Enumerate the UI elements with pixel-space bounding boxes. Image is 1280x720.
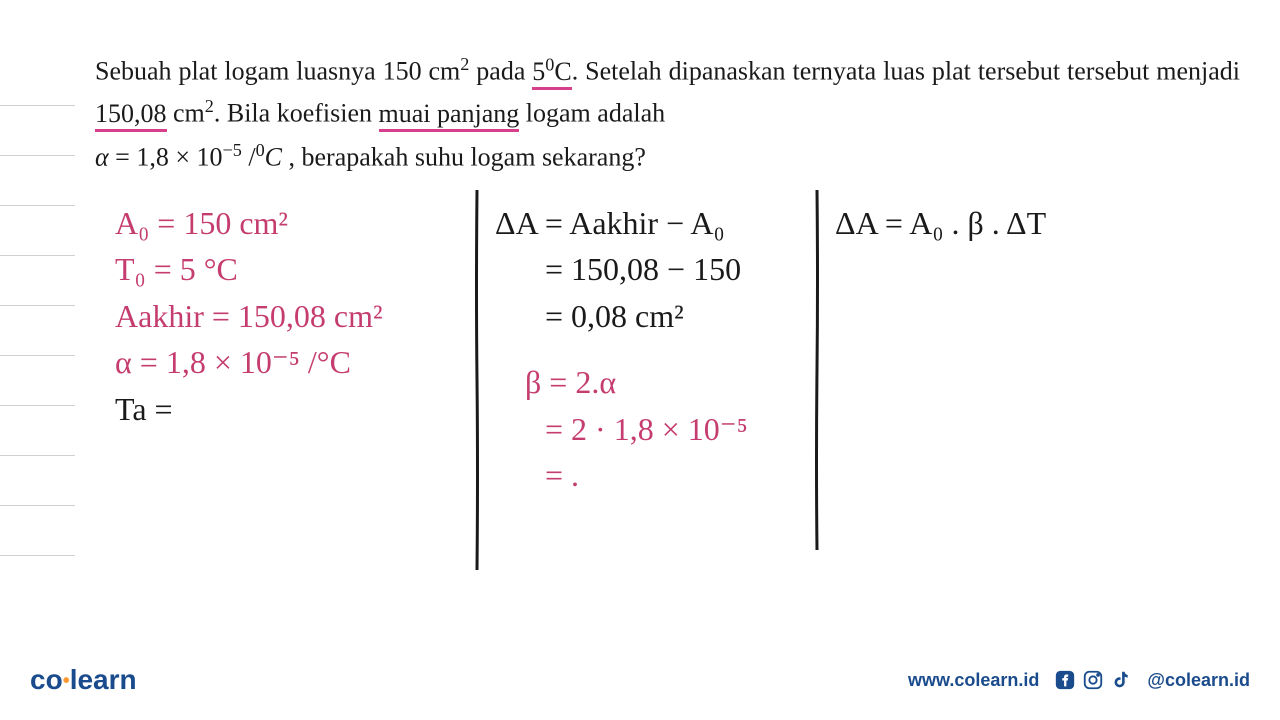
alpha-symbol: α <box>95 143 109 172</box>
divider-line-1 <box>475 190 479 570</box>
text-segment: , berapakah suhu logam sekarang? <box>282 143 646 172</box>
given-alpha: α = 1,8 × 10⁻⁵ /°C <box>115 339 455 385</box>
calculation-column: ΔA = Aakhir − A₀ = 150,08 − 150 = 0,08 c… <box>495 200 815 498</box>
expansion-formula: ΔA = A₀ . β . ΔT <box>835 200 1155 246</box>
text-segment: cm <box>167 99 205 128</box>
text-segment: logam adalah <box>519 99 665 128</box>
tiktok-icon <box>1110 669 1132 691</box>
divider-line-2 <box>815 190 819 550</box>
exponent: −5 <box>222 140 241 160</box>
find-Ta: Ta = <box>115 386 455 432</box>
text-segment: / <box>242 143 256 172</box>
text-segment: C <box>265 143 282 172</box>
given-Aakhir: Aakhir = 150,08 cm² <box>115 293 455 339</box>
calc-deltaA-result: = 0,08 cm² <box>495 293 815 339</box>
problem-formula: α = 1,8 × 10−5 /0C , berapakah suhu loga… <box>95 140 1240 173</box>
colearn-logo: co•learn <box>30 664 137 696</box>
given-values-column: A₀ = 150 cm² T₀ = 5 °C Aakhir = 150,08 c… <box>115 200 455 432</box>
calc-beta-sub: = 2 · 1,8 × 10⁻⁵ <box>495 406 815 452</box>
facebook-icon <box>1054 669 1076 691</box>
logo-dot: • <box>63 670 70 692</box>
text-segment: pada <box>469 57 532 86</box>
social-icons <box>1054 669 1132 691</box>
instagram-icon <box>1082 669 1104 691</box>
underlined-muai: muai panjang <box>379 99 520 132</box>
text-segment: . Bila koefisien <box>214 99 379 128</box>
logo-learn: learn <box>70 664 137 695</box>
website-url: www.colearn.id <box>908 670 1039 691</box>
problem-content: Sebuah plat logam luasnya 150 cm2 pada 5… <box>95 50 1240 173</box>
given-A0: A₀ = 150 cm² <box>115 200 455 246</box>
formula-column: ΔA = A₀ . β . ΔT <box>835 200 1155 246</box>
underlined-temp: 50C <box>532 57 571 90</box>
calc-deltaA-sub: = 150,08 − 150 <box>495 246 815 292</box>
underlined-area: 150,08 <box>95 99 167 132</box>
footer-bar: co•learn www.colearn.id @colearn.id <box>0 660 1280 700</box>
text-segment: 5 <box>532 57 545 86</box>
text-segment: tersebut tersebut menjadi <box>978 57 1240 86</box>
given-T0: T₀ = 5 °C <box>115 246 455 292</box>
social-handle: @colearn.id <box>1147 670 1250 691</box>
footer-right: www.colearn.id @colearn.id <box>908 669 1250 691</box>
superscript: 2 <box>205 96 214 116</box>
text-segment: C <box>554 57 571 86</box>
calc-deltaA-formula: ΔA = Aakhir − A₀ <box>495 200 815 246</box>
superscript: 2 <box>460 54 469 74</box>
handwritten-work-area: A₀ = 150 cm² T₀ = 5 °C Aakhir = 150,08 c… <box>95 200 1240 600</box>
text-segment: Sebuah plat logam luasnya 150 cm <box>95 57 460 86</box>
degree: 0 <box>256 140 265 160</box>
text-segment: . Setelah dipanaskan ternyata luas plat <box>572 57 971 86</box>
problem-line1: Sebuah plat logam luasnya 150 cm2 pada 5… <box>95 50 1240 134</box>
calc-beta-formula: β = 2.α <box>495 359 815 405</box>
logo-co: co <box>30 664 63 695</box>
text-segment: = 1,8 × 10 <box>109 143 223 172</box>
calc-beta-result: = . <box>495 452 815 498</box>
